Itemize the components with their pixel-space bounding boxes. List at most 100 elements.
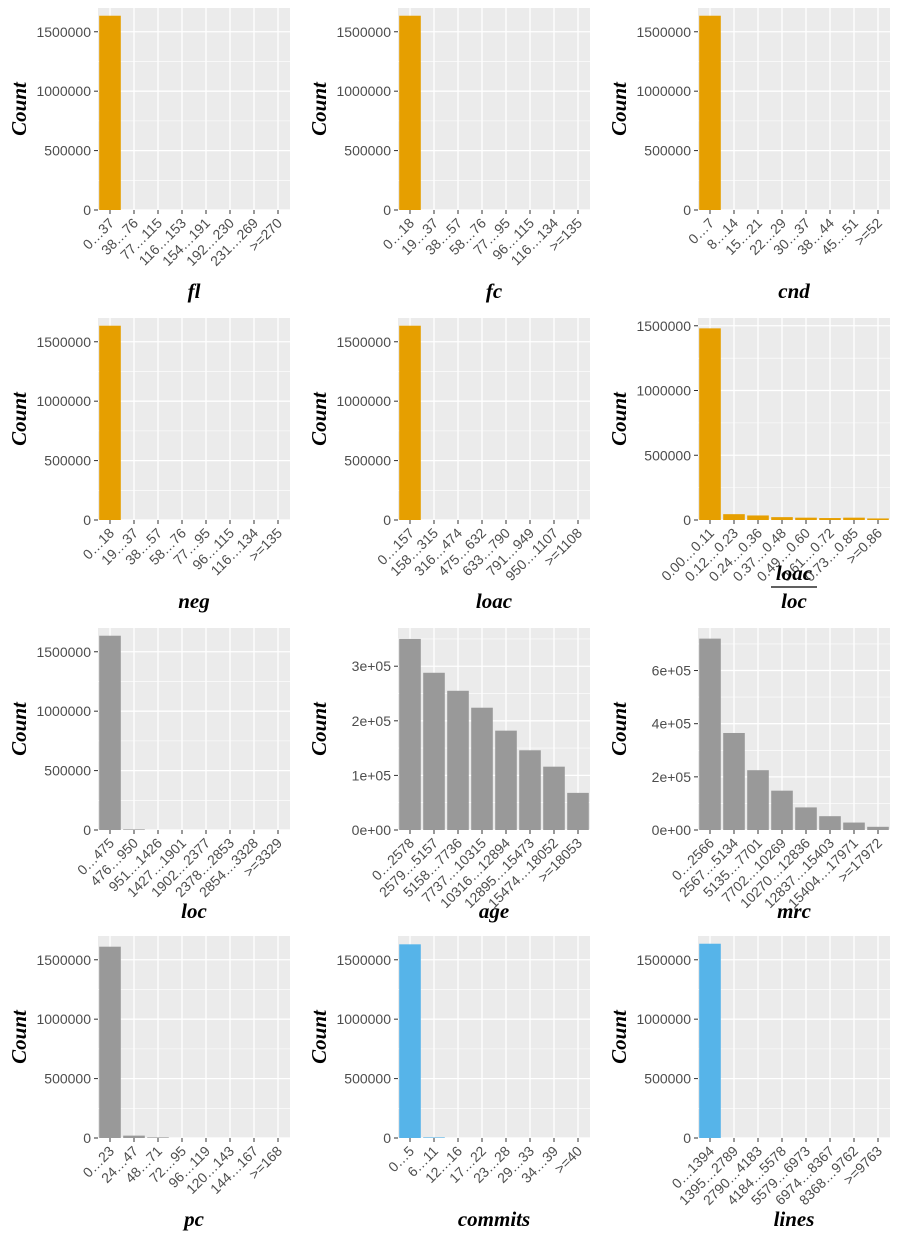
y-tick-label: 2e+05 — [652, 769, 692, 785]
bar-4 — [471, 707, 493, 830]
chart-svg: 0500000100000015000000.00…0.110.12…0.230… — [607, 318, 890, 613]
y-tick-label: 0 — [383, 1130, 391, 1146]
bar-2 — [723, 732, 745, 830]
chart-panel-loc: 0 500000 1000000 1500000 0…475 476…950 951…142… — [0, 620, 300, 930]
bar-1 — [399, 325, 421, 520]
y-tick-label: 1000000 — [36, 1011, 91, 1027]
y-tick-label: 500000 — [344, 453, 391, 469]
y-axis-title: Count — [307, 391, 331, 446]
bar-1 — [99, 635, 121, 830]
y-tick-label: 0 — [83, 202, 91, 218]
plot-background — [98, 936, 290, 1138]
bar-2 — [423, 1137, 445, 1138]
x-axis-title: loc — [181, 899, 207, 923]
bar-3 — [147, 1137, 169, 1138]
y-axis-title: Count — [307, 81, 331, 136]
y-tick-label: 500000 — [344, 143, 391, 159]
plot-background — [698, 8, 890, 210]
plot-background — [698, 936, 890, 1138]
y-tick-label: 0 — [83, 512, 91, 528]
bar-4 — [771, 517, 793, 520]
chart-svg: 0500000100000015000000…475476…950951…142… — [7, 628, 290, 923]
y-tick-label: 1000000 — [636, 383, 691, 399]
bar-1 — [699, 638, 721, 830]
bar-1 — [699, 943, 721, 1138]
y-tick-label: 1000000 — [36, 703, 91, 719]
y-tick-label: 1000000 — [36, 83, 91, 99]
bar-5 — [795, 807, 817, 830]
y-tick-label: 1500000 — [336, 334, 391, 350]
y-tick-label: 1000000 — [36, 393, 91, 409]
plot-background — [398, 318, 590, 520]
y-tick-label: 500000 — [344, 1071, 391, 1087]
y-tick-label: 500000 — [44, 143, 91, 159]
bar-1 — [399, 15, 421, 211]
y-tick-label: 0 — [683, 512, 691, 528]
y-tick-label: 1500000 — [36, 334, 91, 350]
chart-svg: 0500000100000015000000…56…1112…1617…2223… — [307, 936, 590, 1231]
y-tick-label: 1e+05 — [352, 767, 392, 783]
y-axis-title: Count — [607, 701, 631, 756]
bar-4 — [771, 790, 793, 830]
y-tick-label: 1000000 — [636, 83, 691, 99]
x-axis-title: neg — [178, 589, 210, 613]
y-axis-title: Count — [7, 1009, 31, 1064]
bar-2 — [423, 672, 445, 830]
chart-svg: 0500000100000015000000…2324…4748…7172…95… — [7, 936, 290, 1231]
bar-7 — [843, 517, 865, 520]
y-tick-label: 1500000 — [636, 952, 691, 968]
bar-7 — [843, 822, 865, 830]
x-axis-title: lines — [774, 1207, 815, 1231]
chart-panel-loac-per-loc: 0 500000 1000000 1500000 0.00…0.11 0.12…0.23 0… — [600, 310, 900, 620]
y-tick-label: 1000000 — [336, 393, 391, 409]
bar-2 — [723, 514, 745, 520]
bar-8 — [867, 518, 889, 520]
y-tick-label: 1500000 — [36, 644, 91, 660]
y-tick-label: 3e+05 — [352, 658, 392, 674]
plot-background — [698, 318, 890, 520]
y-axis-title: Count — [307, 1009, 331, 1064]
x-axis-title: fc — [486, 279, 503, 303]
x-tick-label: >=40 — [551, 1143, 585, 1177]
chart-panel-pc: 0 500000 1000000 1500000 0…23 24…47 48…71 72…95… — [0, 928, 300, 1238]
bar-8 — [567, 792, 589, 830]
y-tick-label: 0 — [683, 202, 691, 218]
bar-5 — [495, 730, 517, 830]
y-axis-title: Count — [307, 701, 331, 756]
y-axis-title: Count — [7, 391, 31, 446]
y-axis-title: Count — [7, 81, 31, 136]
y-tick-label: 4e+05 — [652, 716, 692, 732]
x-axis-title: fl — [188, 279, 201, 303]
y-tick-label: 1000000 — [636, 1011, 691, 1027]
y-tick-label: 1500000 — [636, 24, 691, 40]
chart-svg: 0e+002e+054e+056e+050…25662567…51345135…… — [607, 628, 890, 923]
plot-background — [98, 8, 290, 210]
bar-1 — [99, 15, 121, 211]
y-tick-label: 1500000 — [36, 24, 91, 40]
y-tick-label: 1500000 — [636, 318, 691, 334]
y-tick-label: 1500000 — [336, 952, 391, 968]
chart-svg: 0500000100000015000000…1819…3738…5758…76… — [307, 8, 590, 303]
y-tick-label: 1500000 — [336, 24, 391, 40]
x-axis-title: cnd — [778, 279, 810, 303]
chart-panel-commits: 0 500000 1000000 1500000 0…5 6…11 12…16 17…22 23… — [300, 928, 600, 1238]
y-tick-label: 1000000 — [336, 83, 391, 99]
chart-panel-mrc: 0e+00 2e+05 4e+05 6e+05 0…2566 2567…5134 5135…… — [600, 620, 900, 930]
plot-background — [98, 318, 290, 520]
bar-5 — [795, 517, 817, 520]
bar-3 — [747, 770, 769, 830]
chart-svg: 0e+001e+052e+053e+050…25782579…51575158…… — [307, 628, 590, 923]
bar-8 — [867, 826, 889, 830]
plot-background — [98, 628, 290, 830]
chart-svg: 0500000100000015000000…78…1415…2122…2930… — [607, 8, 890, 303]
bar-3 — [447, 690, 469, 830]
bar-1 — [699, 15, 721, 211]
x-axis-title: pc — [182, 1207, 205, 1231]
x-axis-title: commits — [458, 1207, 530, 1231]
bar-1 — [699, 328, 721, 520]
y-axis-title: Count — [7, 701, 31, 756]
chart-panel-fc: 0 500000 1000000 1500000 0…18 19…37 38…57 58…76… — [300, 0, 600, 310]
bar-6 — [519, 750, 541, 830]
y-tick-label: 500000 — [44, 763, 91, 779]
x-axis-title: age — [479, 899, 509, 923]
